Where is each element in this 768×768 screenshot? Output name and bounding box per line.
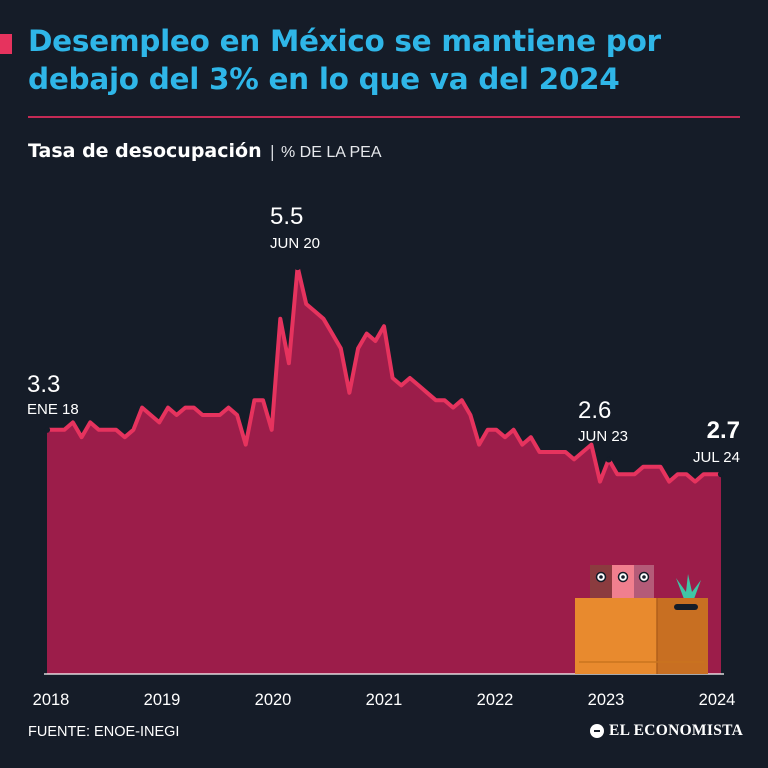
annotation-value: 5.5 xyxy=(270,203,303,230)
plant-leaves-icon xyxy=(676,574,701,599)
annotation-date: JUN 23 xyxy=(578,428,628,445)
chart-subtitle: Tasa de desocupación | % DE LA PEA xyxy=(28,140,382,162)
el-economista-logo: EL ECONOMISTA xyxy=(590,722,743,740)
annotation-date: JUL 24 xyxy=(693,449,740,466)
x-tick-label: 2021 xyxy=(366,691,403,709)
page-title: Desempleo en México se mantiene por deba… xyxy=(28,22,758,98)
annotation-value: 2.6 xyxy=(578,397,611,424)
annotation-date: JUN 20 xyxy=(270,235,320,252)
title-divider xyxy=(28,116,740,118)
annotation-marker xyxy=(43,426,51,433)
x-tick-label: 2022 xyxy=(477,691,514,709)
subtitle-text: Tasa de desocupación xyxy=(28,140,262,162)
annotation-date: ENE 18 xyxy=(27,401,79,418)
source-note: FUENTE: ENOE-INEGI xyxy=(28,724,180,740)
binder-eye-3-pupil xyxy=(642,575,646,579)
x-tick-label: 2023 xyxy=(588,691,625,709)
x-tick-label: 2018 xyxy=(33,691,70,709)
unit-label: % DE LA PEA xyxy=(281,144,382,161)
area-fill xyxy=(47,267,721,674)
annotation-value: 3.3 xyxy=(27,371,60,398)
logo-icon xyxy=(590,724,604,738)
binder-eye-1-pupil xyxy=(599,575,603,579)
label-layer: 2018 2019 2020 2021 2022 2023 2024 3.3 ENE 18 5.5… xyxy=(27,203,740,709)
accent-bar xyxy=(0,34,12,54)
annotation-marker xyxy=(605,456,612,463)
subtitle-separator: | xyxy=(269,142,275,161)
annotation-marker xyxy=(294,263,301,271)
binder-eye-2-pupil xyxy=(621,575,625,579)
box-handle xyxy=(674,604,698,610)
x-tick-label: 2024 xyxy=(699,691,736,709)
title-line-1: Desempleo en México se mantiene por xyxy=(28,24,661,58)
annotation-marker xyxy=(717,471,725,478)
box-illustration xyxy=(575,565,708,674)
x-tick-label: 2019 xyxy=(144,691,181,709)
logo-text: EL ECONOMISTA xyxy=(609,722,744,739)
annotation-value: 2.7 xyxy=(707,417,740,444)
title-line-2: debajo del 3% en lo que va del 2024 xyxy=(28,62,620,96)
x-tick-label: 2020 xyxy=(255,691,292,709)
